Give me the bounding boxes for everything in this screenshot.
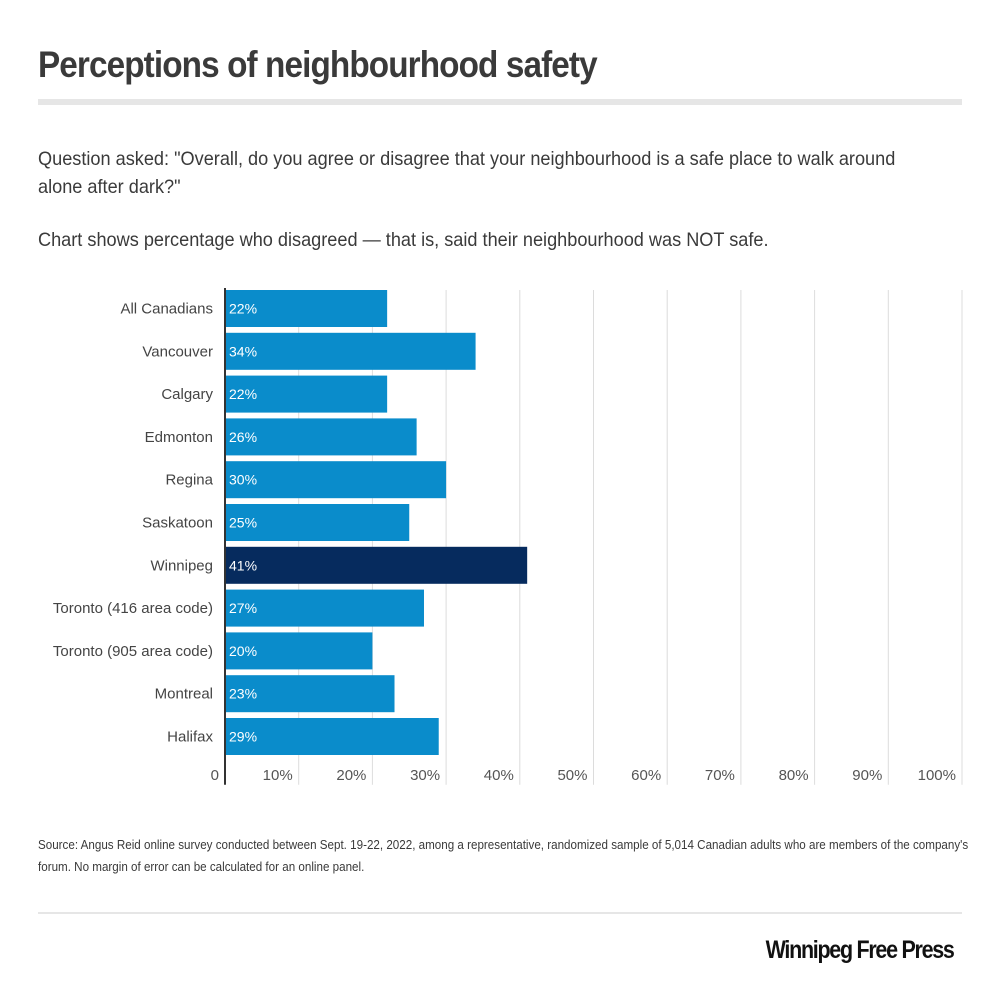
category-label: Winnipeg xyxy=(150,557,213,574)
x-tick-label: 80% xyxy=(779,767,809,784)
x-tick-label: 30% xyxy=(410,767,440,784)
source-note: Source: Angus Reid online survey conduct… xyxy=(38,838,969,874)
category-labels: All Canadians Vancouver Calgary Edmonton Reg… xyxy=(53,301,214,746)
value-label: 34% xyxy=(229,343,257,359)
gridlines xyxy=(298,290,963,785)
bar xyxy=(225,675,395,713)
x-tick-label: 60% xyxy=(631,767,661,784)
value-label: 22% xyxy=(229,386,257,402)
value-label: 23% xyxy=(229,686,257,702)
chart-note: Chart shows percentage who disagreed — t… xyxy=(38,229,769,251)
category-label: Saskatoon xyxy=(142,515,213,532)
bar xyxy=(225,461,447,499)
x-tick-label: 90% xyxy=(852,767,882,784)
question-text: Question asked: "Overall, do you agree o… xyxy=(38,148,896,198)
bar xyxy=(225,504,410,541)
title-divider xyxy=(38,99,962,105)
bar xyxy=(225,718,439,755)
x-tick-label: 70% xyxy=(705,767,735,784)
category-label: Edmonton xyxy=(145,429,213,446)
x-tick-label: 40% xyxy=(484,767,514,784)
value-label: 20% xyxy=(229,643,257,659)
category-label: Regina xyxy=(165,472,213,489)
publisher-logo: Winnipeg Free Press xyxy=(766,936,955,964)
value-label: 25% xyxy=(229,515,257,531)
bar xyxy=(225,332,476,370)
value-labels: 22% 34% 22% 26% 30% 25% 41% 27% 20% 23% 29% xyxy=(229,301,257,745)
category-label: Vancouver xyxy=(142,343,213,360)
value-label: 41% xyxy=(229,557,257,573)
category-label: All Canadians xyxy=(120,301,213,318)
category-label: Calgary xyxy=(161,386,213,403)
bar xyxy=(225,632,373,670)
bars xyxy=(225,290,528,755)
value-label: 30% xyxy=(229,472,257,488)
value-label: 26% xyxy=(229,429,257,445)
bar xyxy=(225,290,388,327)
x-tick-label: 100% xyxy=(918,767,956,784)
bar xyxy=(225,418,417,456)
x-axis-ticks: 0 10% 20% 30% 40% 50% 60% 70% 80% 90% 100% xyxy=(211,767,956,784)
x-tick-label: 10% xyxy=(263,767,293,784)
x-tick-label: 50% xyxy=(557,767,587,784)
x-tick-label: 0 xyxy=(211,767,219,784)
bar xyxy=(225,375,388,413)
category-label: Toronto (416 area code) xyxy=(53,600,213,617)
category-label: Montreal xyxy=(155,686,213,703)
value-label: 22% xyxy=(229,301,257,317)
bar-chart: All Canadians Vancouver Calgary Edmonton Reg… xyxy=(53,288,963,785)
category-label: Toronto (905 area code) xyxy=(53,643,213,660)
category-label: Halifax xyxy=(167,729,213,746)
chart-title: Perceptions of neighbourhood safety xyxy=(38,44,598,85)
bar xyxy=(225,589,424,627)
footer-divider xyxy=(38,912,962,914)
value-label: 29% xyxy=(229,729,257,745)
x-tick-label: 20% xyxy=(336,767,366,784)
bar xyxy=(225,546,528,584)
value-label: 27% xyxy=(229,600,257,616)
